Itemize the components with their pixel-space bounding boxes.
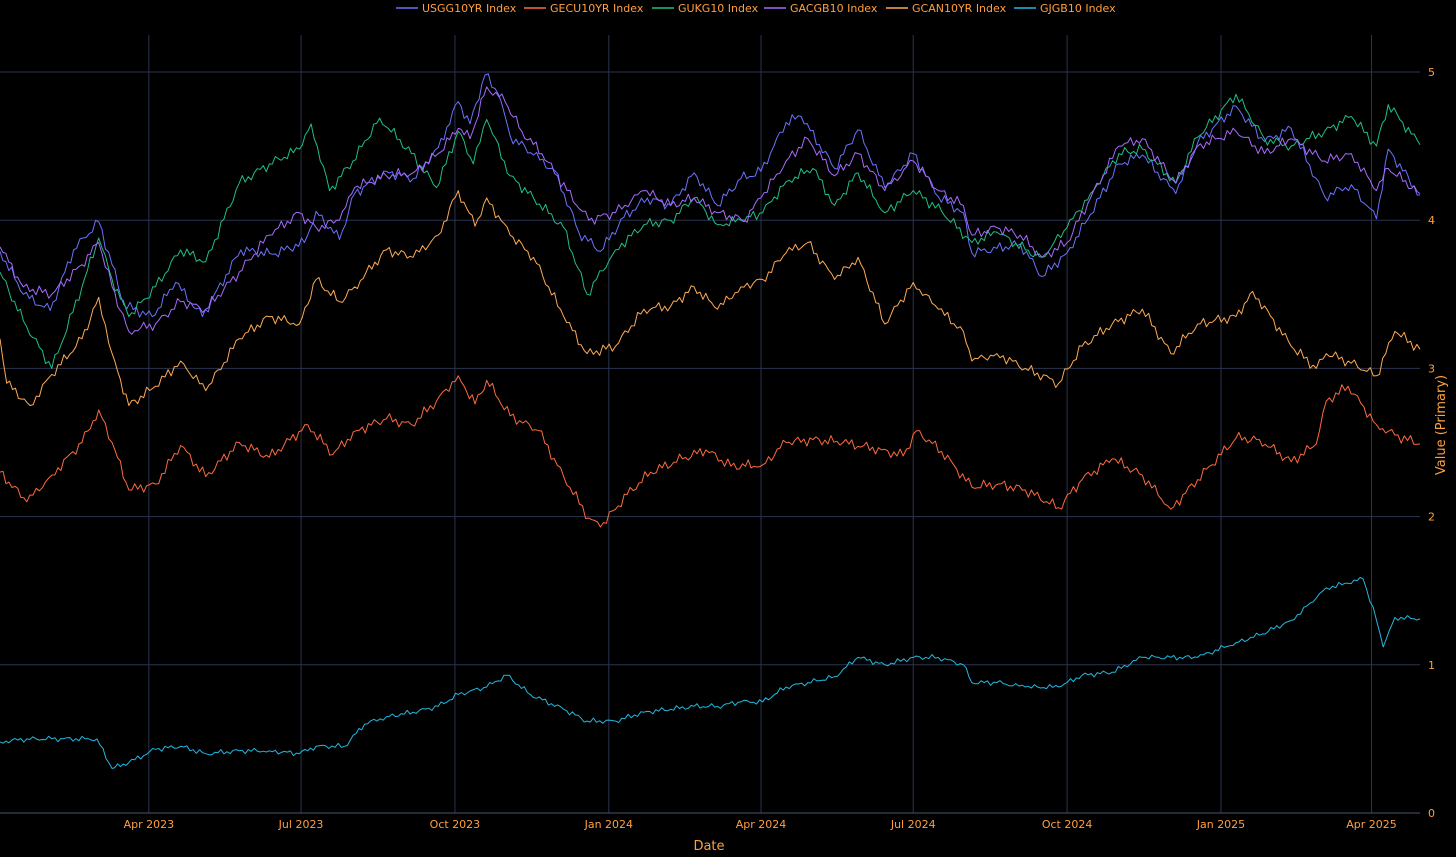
- y-tick-label: 2: [1428, 511, 1435, 524]
- legend-label: GACGB10 Index: [790, 2, 878, 15]
- y-tick-label: 3: [1428, 362, 1435, 375]
- series-line: [0, 190, 1421, 406]
- x-tick-label: Jul 2024: [890, 818, 936, 831]
- series-lines: [0, 73, 1421, 769]
- x-tick-label: Jul 2023: [278, 818, 324, 831]
- y-axis-label: Value (Primary): [1434, 375, 1449, 475]
- legend-item[interactable]: USGG10YR Index: [396, 2, 517, 15]
- x-tick-label: Jan 2025: [1196, 818, 1245, 831]
- legend-item[interactable]: GACGB10 Index: [764, 2, 878, 15]
- y-tick-label: 0: [1428, 807, 1435, 820]
- legend-label: GJGB10 Index: [1040, 2, 1116, 15]
- legend-item[interactable]: GUKG10 Index: [652, 2, 759, 15]
- legend-label: GECU10YR Index: [550, 2, 644, 15]
- x-tick-label: Apr 2023: [124, 818, 175, 831]
- x-axis-tick-labels: Apr 2023 Jul 2023 Oct 2023 Jan 2024 Apr 2024…: [124, 818, 1397, 831]
- legend-label: GUKG10 Index: [678, 2, 759, 15]
- y-tick-label: 1: [1428, 659, 1435, 672]
- legend-item[interactable]: GECU10YR Index: [524, 2, 644, 15]
- x-tick-label: Oct 2023: [430, 818, 481, 831]
- x-tick-label: Apr 2025: [1346, 818, 1397, 831]
- series-line: [0, 86, 1421, 335]
- series-line: [0, 73, 1420, 318]
- series-line: [0, 577, 1421, 769]
- series-line: [0, 375, 1421, 528]
- y-tick-label: 5: [1428, 66, 1435, 79]
- y-axis-tick-labels: 0 1 2 3 4 5: [1428, 66, 1435, 820]
- legend-label: USGG10YR Index: [422, 2, 517, 15]
- y-tick-label: 4: [1428, 214, 1435, 227]
- x-tick-label: Oct 2024: [1042, 818, 1093, 831]
- x-tick-label: Jan 2024: [584, 818, 633, 831]
- x-tick-label: Apr 2024: [736, 818, 787, 831]
- grid: [0, 35, 1420, 814]
- legend-label: GCAN10YR Index: [912, 2, 1007, 15]
- x-axis-label: Date: [693, 839, 724, 854]
- legend-item[interactable]: GCAN10YR Index: [886, 2, 1007, 15]
- legend-item[interactable]: GJGB10 Index: [1014, 2, 1116, 15]
- legend[interactable]: USGG10YR Index GECU10YR Index GUKG10 Index…: [396, 2, 1116, 15]
